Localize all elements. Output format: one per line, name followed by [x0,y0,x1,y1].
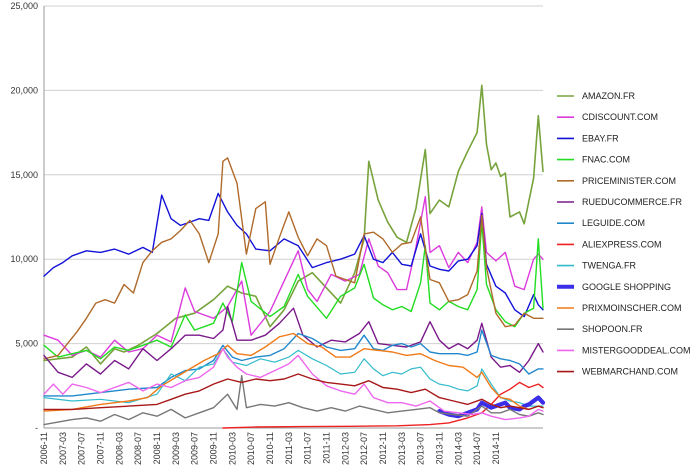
x-tick-label: 2012-07 [359,432,369,465]
x-tick-label: 2012-03 [340,432,350,465]
x-tick-label: 2013-03 [397,432,407,465]
x-tick-label: 2009-11 [208,432,218,464]
series-line-shopoon-fr [43,375,544,426]
x-tick-label: 2006-11 [39,432,49,464]
legend-label: TWENGA.FR [582,261,636,271]
legend-label: PRICEMINISTER.COM [582,176,676,186]
y-axis-ticks: - 5,000 10,000 15,000 20,000 25,000 [10,1,38,433]
series-line-cdiscount-com [43,195,544,358]
series-line-priceminister-com [43,157,544,360]
series-line-leguide-com [43,329,544,397]
series-line-prixmoinscher-com [43,332,544,412]
y-tick-label: 5,000 [15,339,38,349]
x-tick-label: 2014-03 [453,432,463,465]
legend-label: EBAY.FR [582,133,619,143]
x-tick-label: 2010-07 [246,432,256,465]
x-tick-label: 2011-03 [284,432,294,464]
x-tick-label: 2014-07 [472,432,482,465]
legend-label: RUEDUCOMMERCE.FR [582,197,682,207]
series-line-webmarchand-com [43,373,544,411]
x-tick-label: 2011-07 [303,432,313,464]
series-line-ebay-fr [43,192,544,318]
x-tick-label: 2007-11 [95,432,105,464]
x-tick-label: 2011-11 [321,432,331,464]
x-tick-label: 2014-11 [491,432,501,464]
x-tick-label: 2008-07 [133,432,143,465]
legend-label: WEBMARCHAND.COM [582,367,678,377]
x-tick-label: 2012-11 [378,432,388,464]
series-line-aliexpress-com [222,381,544,429]
x-tick-label: 2007-07 [77,432,87,465]
series-line-fnac-com [43,221,544,360]
series-line-rueducommerce-fr [43,305,544,379]
x-tick-label: 2008-11 [152,432,162,464]
y-tick-label: 10,000 [10,254,38,264]
legend-label: CDISCOUNT.COM [582,112,658,122]
legend-label: AMAZON.FR [582,91,635,101]
x-tick-label: 2013-07 [416,432,426,465]
series-line-amazon-fr [43,84,544,365]
series-line-mistergooddeal-com [43,348,544,421]
legend-label: MISTERGOODDEAL.COM [582,345,691,355]
series-line-google-shopping [437,395,546,419]
legend-label: PRIXMOINSCHER.COM [582,303,682,313]
x-tick-label: 2009-07 [190,432,200,465]
x-tick-label: 2007-03 [58,432,68,465]
y-tick-label: 15,000 [10,170,38,180]
y-tick-label: - [35,423,38,433]
x-tick-label: 2009-03 [171,432,181,465]
series-lines [43,84,546,429]
legend-label: ALIEXPRESS.COM [582,239,662,249]
legend-label: GOOGLE SHOPPING [582,282,671,292]
legend-label: LEGUIDE.COM [582,218,645,228]
x-tick-label: 2010-03 [227,432,237,465]
x-tick-label: 2008-03 [114,432,124,465]
y-tick-label: 25,000 [10,1,38,11]
legend: AMAZON.FR CDISCOUNT.COM EBAY.FR FNAC.COM PRI… [557,91,691,377]
series-line-twenga-fr [43,348,544,407]
y-tick-label: 20,000 [10,85,38,95]
x-tick-label: 2010-11 [265,432,275,464]
legend-label: FNAC.COM [582,155,630,165]
grid [43,5,543,429]
x-tick-label: 2013-11 [434,432,444,464]
x-axis-ticks: 2006-11 2007-03 2007-07 2007-11 2008-03 2008-… [39,432,501,465]
legend-label: SHOPOON.FR [582,324,643,334]
